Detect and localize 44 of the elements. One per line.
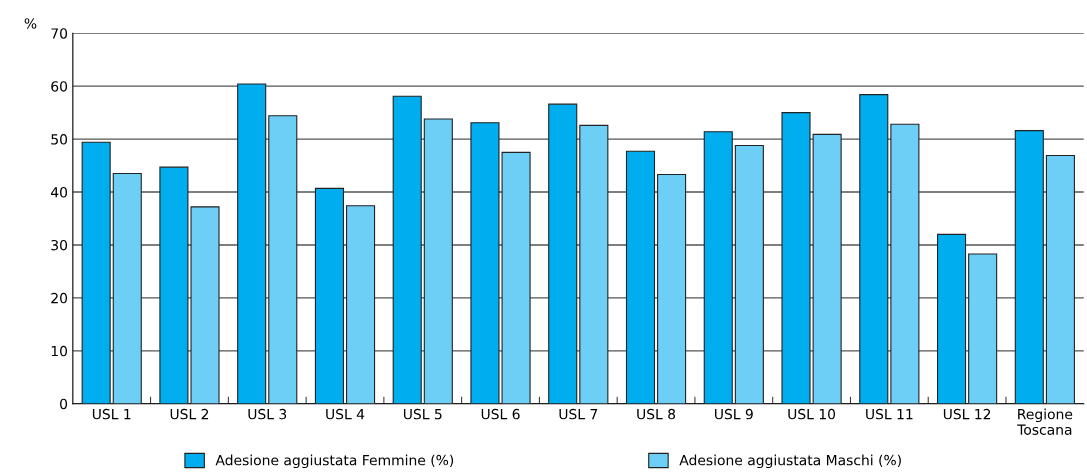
y-axis-title: % — [24, 18, 37, 29]
bar — [268, 115, 298, 404]
x-tick-label: USL 2 — [170, 408, 209, 420]
y-tick-label: 10 — [51, 345, 68, 357]
bar — [548, 103, 578, 404]
x-tick-label: USL 11 — [866, 408, 913, 420]
bar — [703, 131, 733, 404]
bar — [890, 123, 920, 404]
y-tick-label: 20 — [51, 292, 68, 304]
bar — [392, 95, 422, 404]
bar — [112, 172, 142, 404]
bar — [625, 150, 656, 404]
x-tick-label: USL 8 — [637, 408, 676, 420]
bar — [968, 253, 998, 404]
bar — [579, 124, 609, 404]
x-tick-label: USL 10 — [788, 408, 836, 420]
y-tick-label: 60 — [51, 81, 68, 92]
bar — [657, 174, 687, 404]
bar — [734, 144, 764, 404]
bar — [314, 187, 344, 404]
bar — [345, 205, 376, 404]
bar — [936, 233, 967, 404]
x-tick-label: USL 4 — [326, 408, 365, 420]
x-tick-label: USL 5 — [403, 408, 442, 420]
x-tick-label: Regione Toscana — [1017, 408, 1073, 435]
bar — [423, 118, 453, 404]
y-tick-label: 70 — [51, 28, 68, 39]
x-tick-label: USL 7 — [559, 408, 598, 420]
x-tick-label: USL 9 — [715, 408, 753, 420]
bar — [81, 141, 111, 404]
bar — [859, 94, 889, 404]
x-tick-label: USL 12 — [943, 408, 991, 420]
x-tick-label: USL 1 — [92, 408, 131, 420]
x-tick-label: USL 6 — [481, 408, 520, 420]
y-tick-label: 40 — [50, 187, 68, 198]
bar — [1045, 154, 1075, 404]
x-tick-label: USL 3 — [248, 408, 287, 420]
legend-label: Adesione aggiustata Femmine (%) — [215, 454, 454, 469]
bar — [237, 83, 267, 404]
y-tick-label: 0 — [60, 398, 68, 410]
bar — [1014, 130, 1044, 404]
y-tick-label: 50 — [51, 134, 68, 145]
y-tick-label: 30 — [51, 239, 68, 251]
legend-label: Adesione aggiustata Maschi (%) — [679, 454, 901, 469]
